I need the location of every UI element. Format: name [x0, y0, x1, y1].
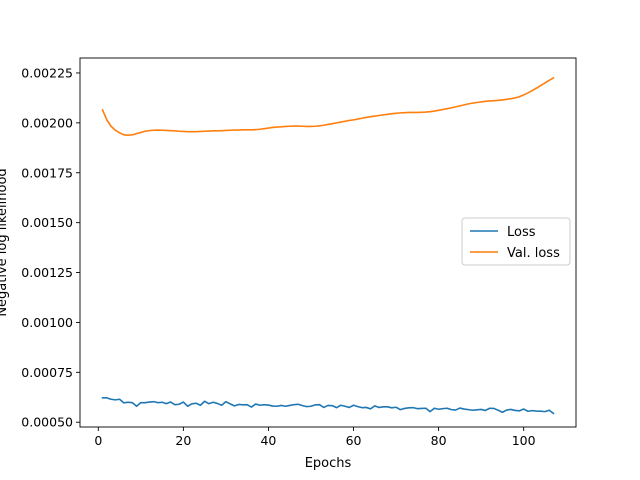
- y-axis-label: Negative log likelihood: [0, 168, 10, 316]
- y-tick-label: 0.00050: [21, 415, 73, 430]
- axes-frame: [79, 57, 577, 428]
- y-tick-label: 0.00150: [21, 215, 73, 230]
- y-tick-label: 0.00175: [21, 165, 73, 180]
- x-tick-label: 0: [94, 433, 102, 448]
- legend-label-1: Loss: [507, 225, 536, 240]
- y-tick-label: 0.00075: [21, 365, 73, 380]
- y-tick-label: 0.00125: [21, 265, 73, 280]
- legend-label-2: Val. loss: [507, 246, 560, 261]
- legend: Loss Val. loss: [461, 217, 571, 266]
- x-tick-label: 100: [512, 433, 536, 448]
- x-tick-label: 40: [260, 433, 276, 448]
- x-tick-label: 60: [346, 433, 362, 448]
- series-line-1: [101, 397, 555, 415]
- y-tick-label: 0.00100: [21, 315, 73, 330]
- series-line-2: [101, 76, 555, 137]
- plot-area: [101, 76, 555, 415]
- axes: 0 20 40 60 80 100 0.00050 0.00075 0.00100 0.00125…: [21, 57, 577, 448]
- legend-box: [461, 217, 571, 266]
- x-axis-label: Epochs: [305, 456, 352, 471]
- x-tick-label: 20: [175, 433, 191, 448]
- y-tick-label: 0.00225: [21, 65, 73, 80]
- x-tick-label: 80: [431, 433, 447, 448]
- y-tick-label: 0.00200: [21, 115, 73, 130]
